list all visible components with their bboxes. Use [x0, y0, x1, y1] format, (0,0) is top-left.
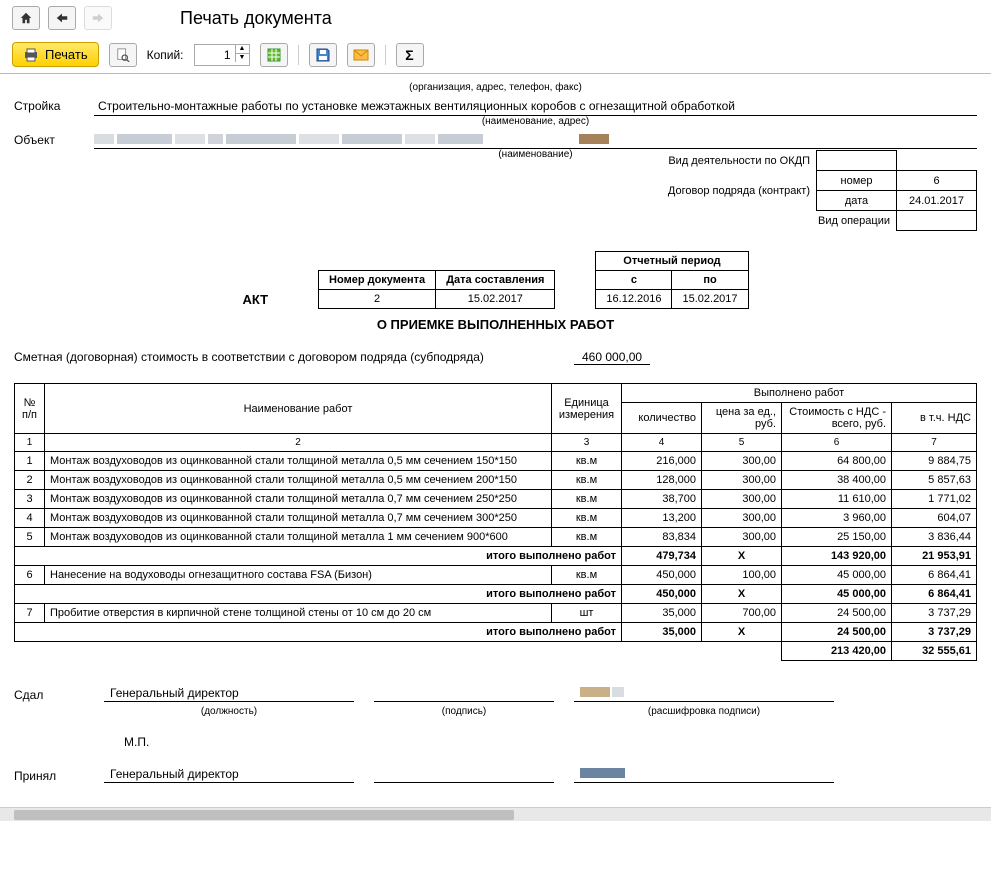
- mp-label: М.П.: [124, 735, 977, 749]
- works-table: № п/п Наименование работ Единица измерен…: [14, 383, 977, 661]
- toolbar-actions: Печать Копий: ▲ ▼ Σ: [0, 36, 991, 74]
- forward-button[interactable]: [84, 6, 112, 30]
- scrollbar-thumb[interactable]: [14, 810, 514, 820]
- table-row: 7Пробитие отверстия в кирпичной стене то…: [15, 604, 977, 623]
- home-button[interactable]: [12, 6, 40, 30]
- sdal-signature: [374, 686, 554, 702]
- copies-label: Копий:: [147, 48, 184, 62]
- estimate-value: 460 000,00: [574, 350, 650, 365]
- sigma-icon: Σ: [405, 47, 413, 63]
- estimate-label: Сметная (договорная) стоимость в соответ…: [14, 350, 574, 365]
- prinyal-label: Принял: [14, 769, 84, 783]
- prinyal-name: [574, 767, 834, 783]
- save-button[interactable]: [309, 43, 337, 67]
- object-label: Объект: [14, 131, 94, 147]
- subtotal-row: итого выполнено работ479,734Х143 920,002…: [15, 547, 977, 566]
- object-value: [94, 131, 977, 149]
- stroyka-value: Строительно-монтажные работы по установк…: [94, 97, 977, 116]
- stroyka-label: Стройка: [14, 97, 94, 113]
- table-row: 6Нанесение на водуховоды огнезащитного с…: [15, 566, 977, 585]
- period-table: Отчетный период спо 16.12.201615.02.2017: [595, 251, 748, 309]
- email-button[interactable]: [347, 43, 375, 67]
- preview-button[interactable]: [109, 43, 137, 67]
- copies-input[interactable]: [195, 45, 235, 65]
- subtotal-row: итого выполнено работ450,000Х45 000,006 …: [15, 585, 977, 604]
- doc-meta-table: Номер документаДата составления 215.02.2…: [318, 270, 555, 309]
- table-row: 1Монтаж воздуховодов из оцинкованной ста…: [15, 452, 977, 471]
- table-row: 3Монтаж воздуховодов из оцинкованной ста…: [15, 490, 977, 509]
- horizontal-scrollbar[interactable]: [0, 807, 991, 821]
- sdal-position: Генеральный директор: [104, 686, 354, 702]
- table-row: 5Монтаж воздуховодов из оцинкованной ста…: [15, 528, 977, 547]
- document-body: (организация, адрес, телефон, факс) Стро…: [0, 74, 991, 807]
- page-title: Печать документа: [180, 8, 332, 29]
- object-hint: (наименование): [94, 149, 977, 160]
- back-button[interactable]: [48, 6, 76, 30]
- toolbar-top: Печать документа: [0, 0, 991, 36]
- spinner-down[interactable]: ▼: [235, 54, 249, 62]
- copies-spinner[interactable]: ▲ ▼: [194, 44, 250, 66]
- spinner-up[interactable]: ▲: [235, 45, 249, 54]
- table-row: 2Монтаж воздуховодов из оцинкованной ста…: [15, 471, 977, 490]
- printer-icon: [23, 48, 39, 62]
- right-meta-block: Вид деятельности по ОКДП Договор подряда…: [662, 150, 977, 231]
- sdal-label: Сдал: [14, 688, 84, 702]
- prinyal-signature: [374, 767, 554, 783]
- signatures: Сдал Генеральный директор (должность) (п…: [14, 686, 977, 783]
- akt-title: АКТ: [242, 292, 268, 309]
- sdal-name: [574, 686, 834, 702]
- print-button[interactable]: Печать: [12, 42, 99, 67]
- table-button[interactable]: [260, 43, 288, 67]
- subtotal-row: итого выполнено работ35,000Х24 500,003 7…: [15, 623, 977, 642]
- sum-button[interactable]: Σ: [396, 43, 424, 67]
- total-row: 213 420,0032 555,61: [15, 642, 977, 661]
- table-row: 4Монтаж воздуховодов из оцинкованной ста…: [15, 509, 977, 528]
- doc-subtitle: О ПРИЕМКЕ ВЫПОЛНЕННЫХ РАБОТ: [14, 317, 977, 332]
- prinyal-position: Генеральный директор: [104, 767, 354, 783]
- org-caption: (организация, адрес, телефон, факс): [14, 82, 977, 93]
- stroyka-hint: (наименование, адрес): [94, 116, 977, 127]
